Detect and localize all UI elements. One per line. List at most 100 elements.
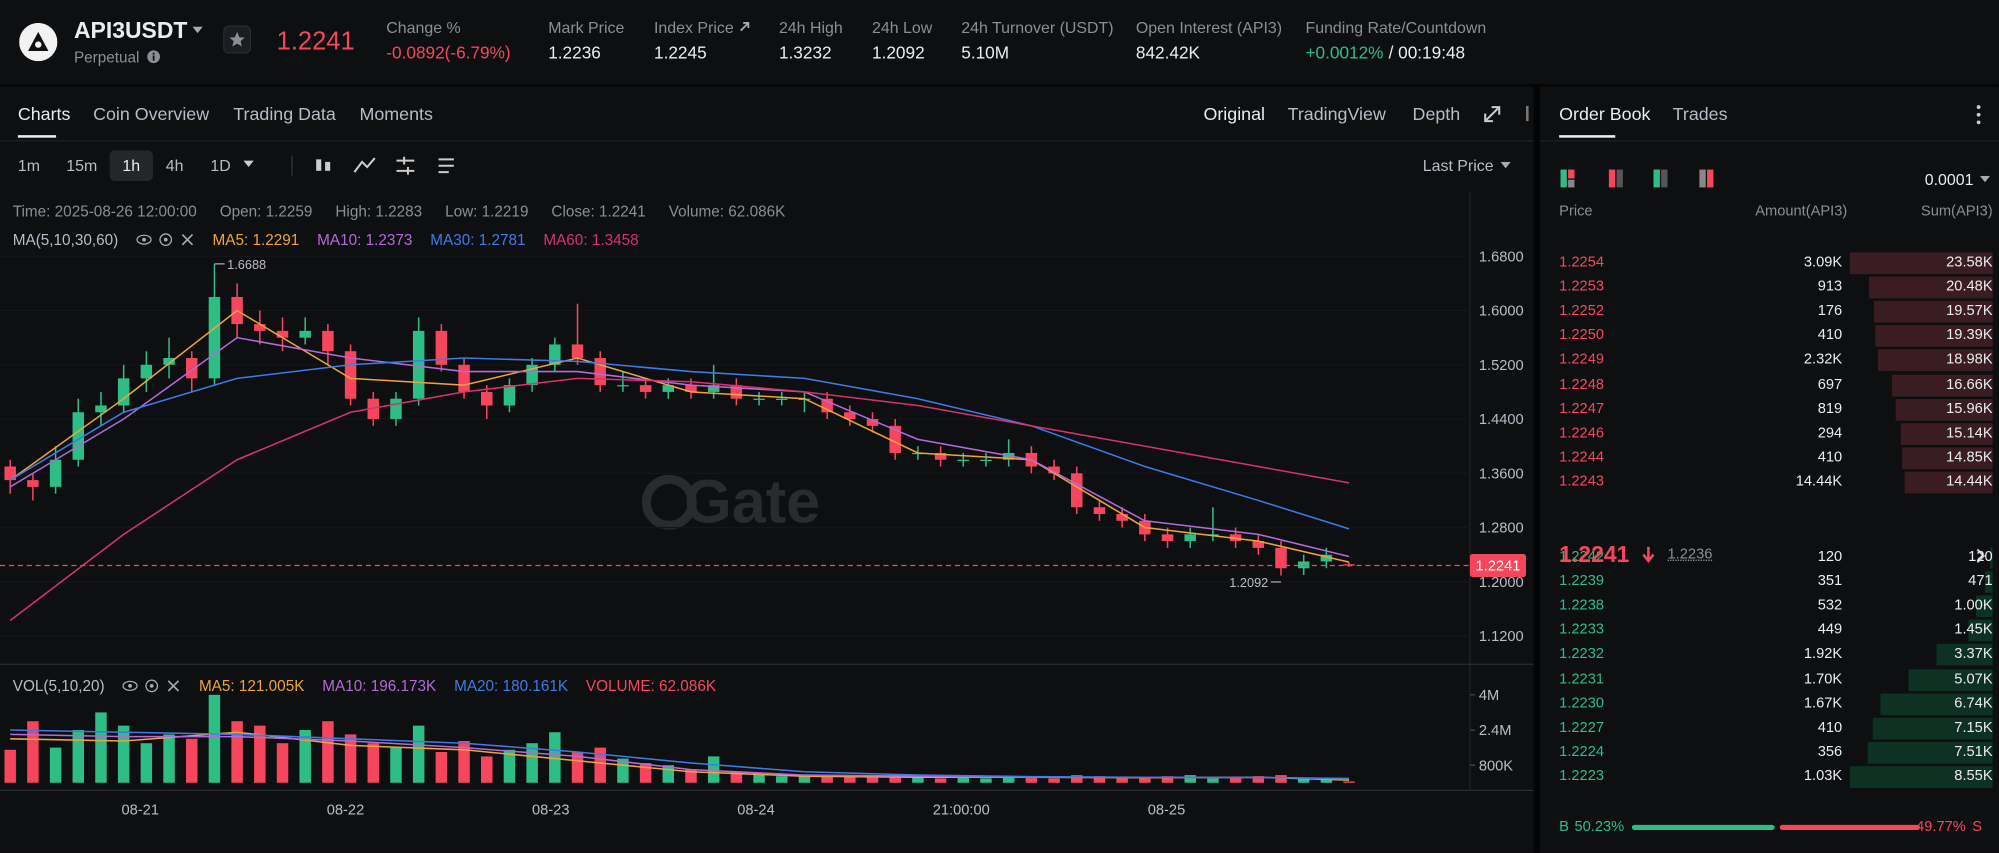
book-price[interactable]: 1.2239: [1559, 573, 1605, 590]
book-sum: 18.98K: [1946, 352, 1993, 368]
book-tab[interactable]: Order Book: [1559, 103, 1651, 124]
book-price[interactable]: 1.2254: [1559, 254, 1605, 271]
x-tick-label: 08-24: [737, 803, 774, 819]
volume-bar: [753, 773, 765, 783]
chart-tab[interactable]: Coin Overview: [93, 103, 210, 124]
dropdown-icon[interactable]: [1979, 175, 1991, 184]
book-amount: 410: [1817, 719, 1843, 736]
y-tick-label: 1.6800: [1479, 249, 1524, 265]
book-price[interactable]: 1.2244: [1559, 449, 1605, 466]
info-icon[interactable]: [147, 50, 161, 64]
interval[interactable]: 1m: [17, 156, 40, 175]
chart-tab[interactable]: Moments: [359, 103, 433, 124]
book-layout-icons[interactable]: [1560, 168, 1726, 188]
book-price[interactable]: 1.2243: [1559, 474, 1605, 490]
book-price[interactable]: 1.2247: [1559, 401, 1605, 417]
book-price[interactable]: 1.2238: [1559, 598, 1605, 614]
symbol[interactable]: API3USDT: [73, 17, 188, 44]
volume-bar: [503, 749, 516, 783]
view-tab[interactable]: TradingView: [1287, 103, 1386, 124]
watermark-logo: [641, 474, 697, 530]
stat-label: Funding Rate/Countdown: [1305, 19, 1487, 37]
book-sum: 120: [1968, 549, 1993, 565]
dropdown-icon[interactable]: [1500, 161, 1511, 170]
dropdown-icon[interactable]: [242, 159, 255, 169]
book-sum: 14.44K: [1946, 474, 1993, 490]
book-price[interactable]: 1.2227: [1559, 719, 1605, 736]
max-marker-label: 1.6688: [227, 257, 266, 272]
depth-bar: [1975, 595, 1993, 618]
depth-bar: [1902, 447, 1993, 469]
book-price[interactable]: 1.2248: [1559, 376, 1605, 393]
depth-bar: [1984, 571, 1993, 593]
external-icon[interactable]: [738, 20, 751, 33]
interval[interactable]: 15m: [66, 156, 98, 175]
book-price[interactable]: 1.2252: [1559, 303, 1605, 319]
book-price[interactable]: 1.2232: [1559, 646, 1605, 663]
candle-body: [344, 351, 357, 399]
ma-line: [9, 377, 1350, 622]
legend-icons[interactable]: [136, 232, 195, 247]
volume-bar: [95, 712, 107, 783]
legend-icons[interactable]: [122, 678, 181, 693]
book-price[interactable]: 1.2231: [1559, 671, 1605, 687]
volume-bar: [1343, 781, 1355, 783]
book-amount: 1.03K: [1803, 768, 1843, 784]
chevron-icon[interactable]: [1975, 548, 1988, 563]
candle-body: [117, 378, 130, 406]
book-price[interactable]: 1.2249: [1559, 352, 1605, 368]
view-tab[interactable]: Original: [1203, 103, 1265, 124]
candle-body: [707, 385, 720, 392]
book-price[interactable]: 1.2253: [1559, 279, 1605, 295]
favorite-button[interactable]: [223, 25, 252, 54]
chart-tab[interactable]: Charts: [17, 103, 71, 124]
book-sum: 16.66K: [1946, 376, 1993, 393]
countdown: / 00:19:48: [1388, 43, 1466, 63]
interval[interactable]: 1D: [210, 156, 231, 175]
toolbar-icons[interactable]: [291, 154, 469, 177]
book-amount: 14.44K: [1795, 474, 1843, 490]
view-tab[interactable]: Depth: [1412, 103, 1461, 124]
candle-body: [27, 480, 39, 487]
book-tab[interactable]: Trades: [1672, 103, 1728, 124]
interval[interactable]: 4h: [165, 156, 184, 175]
volume-bar: [435, 751, 448, 783]
candle-body: [481, 391, 493, 406]
volume-bar: [254, 725, 266, 783]
dropdown-icon[interactable]: [191, 25, 204, 35]
expand-icon[interactable]: [1483, 103, 1534, 123]
volume-bar: [617, 758, 629, 783]
book-price[interactable]: 1.2233: [1559, 622, 1605, 638]
book-price[interactable]: 1.2224: [1559, 744, 1605, 760]
volume-bar: [208, 694, 221, 783]
price-source[interactable]: Last Price: [1422, 156, 1494, 175]
book-price[interactable]: 1.2246: [1559, 425, 1605, 441]
book-sum: 15.14K: [1946, 425, 1993, 441]
volume-bar: [1184, 775, 1196, 783]
candle-body: [4, 466, 16, 481]
stat-label: 24h High: [778, 19, 843, 37]
interval[interactable]: 1h: [122, 156, 141, 175]
book-price[interactable]: 1.2230: [1559, 695, 1605, 711]
chart-tab[interactable]: Trading Data: [233, 103, 336, 124]
candle-body: [1093, 507, 1106, 514]
candle-body: [503, 385, 516, 406]
book-price[interactable]: 1.2242: [1559, 549, 1605, 565]
last-price-label: 1.2241: [1476, 559, 1521, 575]
more-icon[interactable]: [1972, 105, 1985, 125]
book-price[interactable]: 1.2250: [1559, 328, 1605, 344]
precision[interactable]: 0.0001: [1924, 170, 1974, 189]
volume-bar: [1252, 776, 1265, 783]
volume-bar: [526, 743, 538, 783]
depth-bar: [1867, 741, 1993, 764]
book-amount: 819: [1817, 401, 1843, 417]
legend-item: MA10: 196.173K: [322, 676, 437, 695]
depth-bar: [1873, 717, 1993, 740]
active-tab-underline: [17, 135, 57, 138]
y-tick-label: 1.3600: [1479, 466, 1524, 482]
book-sum: 19.39K: [1946, 328, 1993, 344]
book-price[interactable]: 1.2223: [1559, 768, 1605, 784]
candle-body: [458, 364, 470, 392]
volume-bar: [1139, 777, 1151, 783]
